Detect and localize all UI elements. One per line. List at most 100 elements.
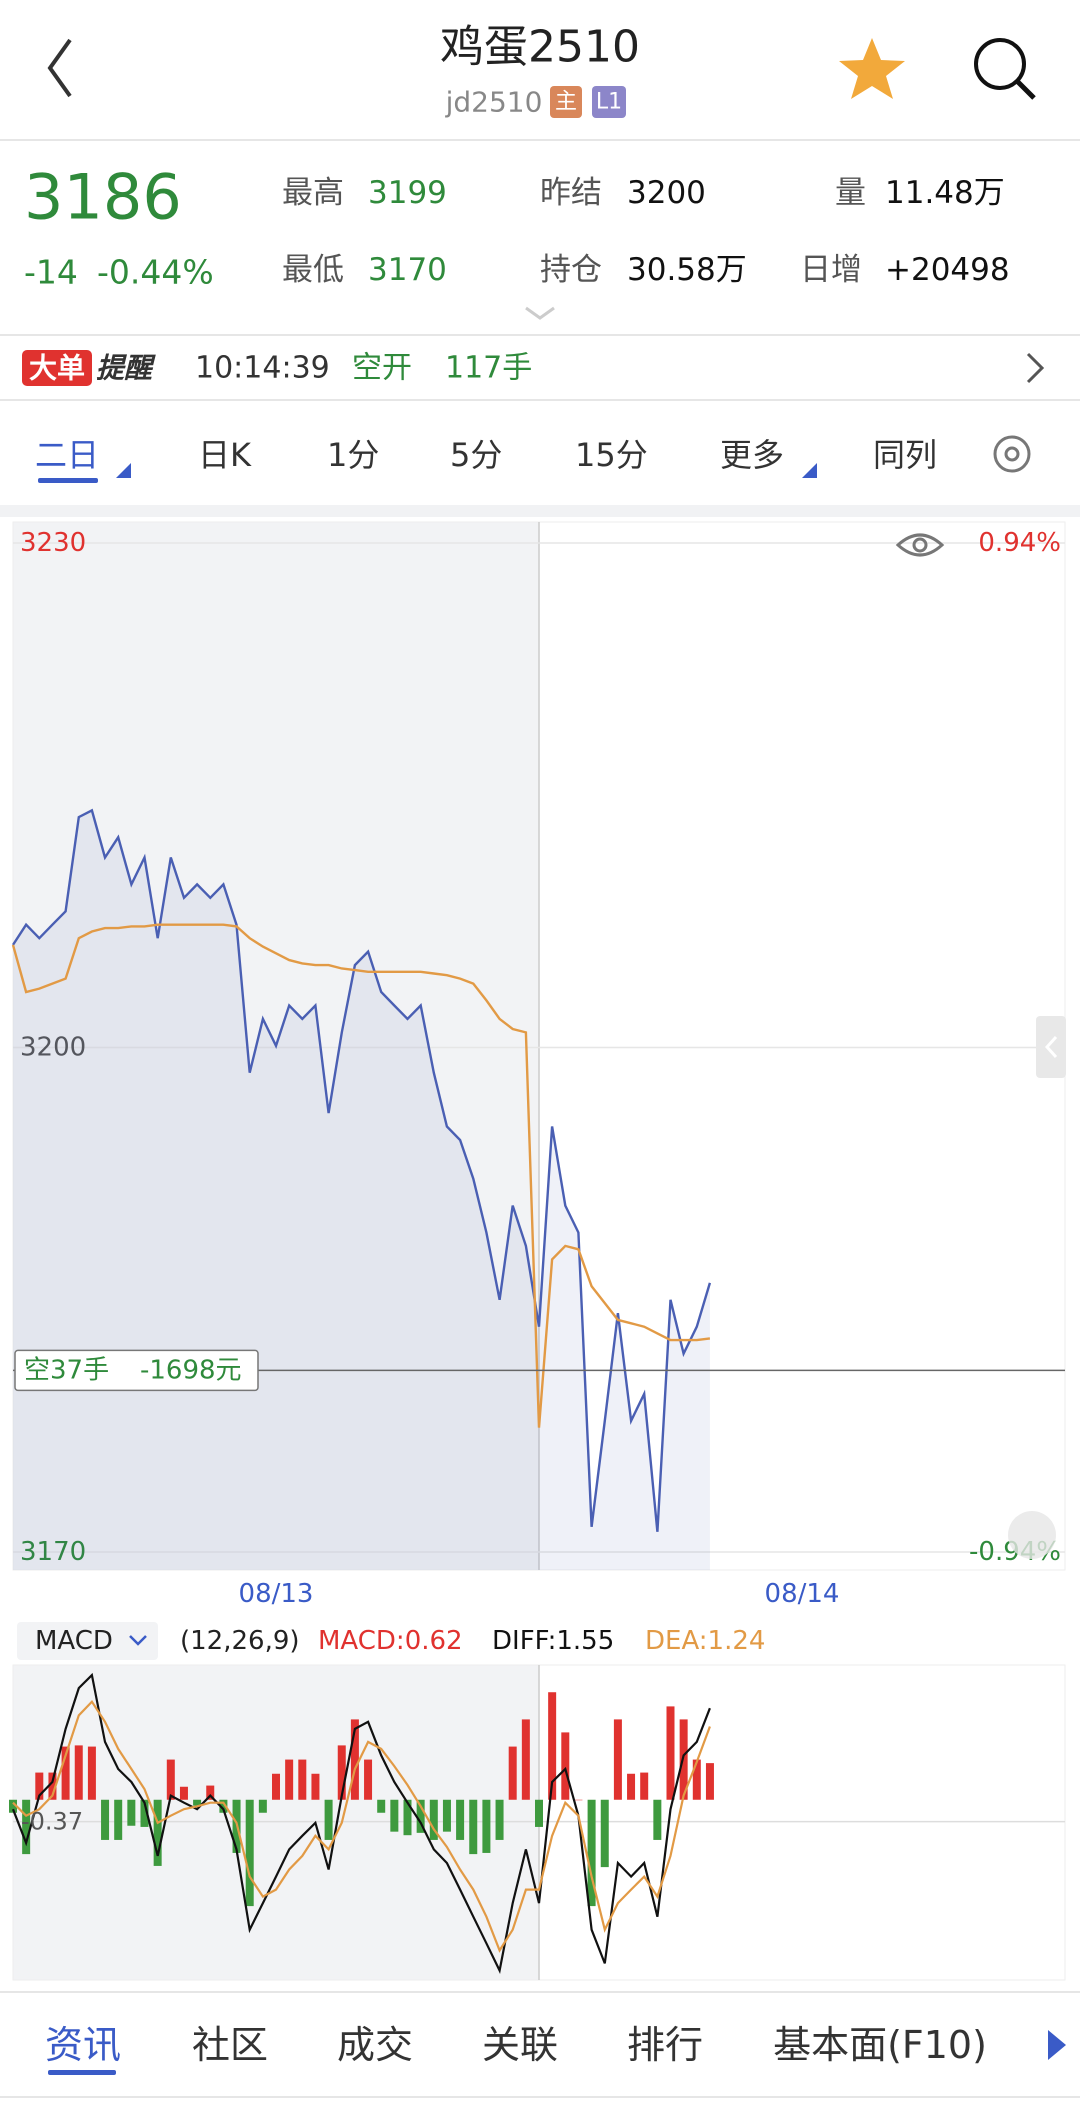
field-label: 持仓 xyxy=(540,252,602,288)
macd-bar xyxy=(364,1759,373,1800)
period-tab[interactable]: 同列 xyxy=(873,436,937,474)
macd-bar xyxy=(285,1759,294,1800)
bottom-tab[interactable]: 基本面(F10) xyxy=(773,2023,987,2067)
alert-tag-bg xyxy=(22,350,92,386)
tab-underline xyxy=(38,478,98,483)
macd-bar xyxy=(442,1799,451,1832)
macd-bar xyxy=(416,1799,425,1833)
field-value: 30.58万 xyxy=(627,252,747,288)
macd-bar xyxy=(495,1799,504,1840)
back-button[interactable] xyxy=(47,38,72,98)
macd-bar xyxy=(548,1692,557,1800)
bottom-tab-underline xyxy=(48,2070,116,2075)
macd-bar xyxy=(87,1746,96,1800)
field-label: 昨结 xyxy=(540,175,602,211)
macd-bar xyxy=(521,1719,530,1800)
period-tab[interactable]: 15分 xyxy=(575,436,648,474)
macd-bar xyxy=(627,1773,636,1800)
tab-dropdown[interactable] xyxy=(802,463,817,478)
alert-action: 空开 xyxy=(352,351,412,386)
macd-bar xyxy=(311,1773,320,1800)
side-handle-arrow xyxy=(1044,1035,1058,1059)
macd-bar xyxy=(535,1799,543,1827)
bottom-tab[interactable]: 排行 xyxy=(627,2023,703,2067)
y-tick-label: 3170 xyxy=(20,1537,86,1567)
legend-entry: DEA:1.24 xyxy=(645,1626,765,1656)
divider-band xyxy=(0,505,1080,517)
field-value: 3200 xyxy=(627,175,706,211)
badge-bg xyxy=(592,86,626,118)
macd-bar xyxy=(666,1706,675,1800)
y-tick-label: 3230 xyxy=(20,528,86,558)
macd-bar xyxy=(48,1772,57,1800)
change: -14 xyxy=(24,253,78,292)
macd-bar xyxy=(153,1799,162,1866)
legend-entry: MACD:0.62 xyxy=(318,1626,463,1656)
macd-bar xyxy=(574,1799,583,1801)
macd-bar xyxy=(508,1746,517,1800)
x-tick-label: 08/14 xyxy=(765,1579,840,1609)
macd-bar xyxy=(140,1799,149,1827)
macd-bar xyxy=(429,1799,438,1840)
macd-bar xyxy=(705,1763,714,1800)
bottom-tab[interactable]: 社区 xyxy=(192,2023,268,2067)
macd-bar xyxy=(456,1799,465,1840)
indicator-select[interactable] xyxy=(17,1622,158,1660)
period-tab[interactable]: 1分 xyxy=(327,436,379,474)
search-handle xyxy=(1015,79,1036,100)
period-tab[interactable]: 5分 xyxy=(450,436,502,474)
macd-line xyxy=(12,1699,711,1953)
bottom-tab[interactable]: 成交 xyxy=(337,2023,413,2067)
y-tick-label: 3200 xyxy=(20,1033,86,1063)
macd-bar xyxy=(337,1745,346,1800)
bottom-tabs-more[interactable] xyxy=(1048,2030,1066,2060)
y-tick-label: -0.37 xyxy=(21,1808,83,1836)
gear xyxy=(993,435,1031,473)
field-value: +20498 xyxy=(885,252,1010,288)
macd-bar xyxy=(298,1759,307,1800)
field-label: 最高 xyxy=(282,175,344,211)
period-tab[interactable]: 更多 xyxy=(720,436,784,474)
expand-arrow[interactable] xyxy=(525,306,555,320)
position-text: 空37手 xyxy=(24,1355,109,1385)
x-tick-label: 08/13 xyxy=(239,1579,314,1609)
position-box xyxy=(14,1349,259,1392)
legend-entry: DIFF:1.55 xyxy=(492,1626,614,1656)
period-tab[interactable]: 二日 xyxy=(35,436,99,474)
indicator-name: MACD xyxy=(35,1626,113,1656)
period-tab[interactable]: 日K xyxy=(198,436,252,474)
macd-bar xyxy=(587,1799,596,1907)
macd-bar xyxy=(114,1799,123,1840)
badge-bg xyxy=(550,86,582,118)
macd-bar xyxy=(193,1799,202,1806)
favorite-button[interactable] xyxy=(839,38,905,99)
gear-center xyxy=(1004,446,1020,462)
field-label: 量 xyxy=(835,175,866,211)
eye-button[interactable] xyxy=(895,533,945,557)
macd-bar xyxy=(350,1719,359,1800)
expand-button[interactable] xyxy=(1008,1511,1056,1559)
price-line xyxy=(11,808,712,1532)
side-handle[interactable] xyxy=(1036,1016,1066,1078)
average-line xyxy=(11,923,711,1428)
macd-bar xyxy=(390,1799,399,1832)
bottom-tabs: 资讯 社区 成交 关联 排行 基本面(F10) xyxy=(45,2023,987,2067)
bottom-tab[interactable]: 关联 xyxy=(482,2023,558,2067)
last-price: 3186 xyxy=(24,161,182,234)
macd-line xyxy=(11,1672,711,1974)
tab-dropdown[interactable] xyxy=(116,463,131,478)
macd-bar xyxy=(245,1799,254,1907)
indicator-chevron xyxy=(129,1635,147,1646)
settings-button[interactable] xyxy=(993,435,1031,473)
alert-more[interactable] xyxy=(1026,352,1045,384)
period-tabs: 二日 日K 1分 5分 15分 更多 同列 xyxy=(35,436,937,474)
macd-bar xyxy=(61,1746,70,1800)
bottom-tab[interactable]: 资讯 xyxy=(45,2023,121,2067)
macd-bar xyxy=(74,1745,83,1800)
position-pnl: -1698元 xyxy=(140,1355,242,1385)
macd-bar xyxy=(22,1799,31,1855)
search-button[interactable] xyxy=(974,38,1026,90)
macd-bar xyxy=(324,1799,333,1840)
